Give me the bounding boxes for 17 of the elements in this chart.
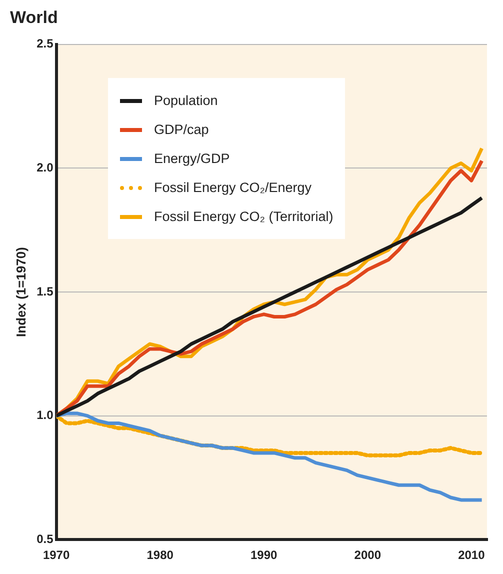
y-tick-label: 2.5 <box>36 36 54 51</box>
x-tick-label: 2000 <box>354 548 382 562</box>
legend-label: Fossil Energy CO₂ (Territorial) <box>154 209 334 224</box>
y-tick-label: 0.5 <box>36 532 54 546</box>
y-tick-label: 1.5 <box>36 284 54 298</box>
x-tick-label: 1970 <box>42 548 70 562</box>
x-tick-label: 1980 <box>146 548 174 562</box>
legend-label: Energy/GDP <box>154 151 230 166</box>
x-tick-label: 1990 <box>250 548 278 562</box>
x-tick-label: 2010 <box>458 548 486 562</box>
legend-label: GDP/cap <box>154 122 209 137</box>
y-tick-label: 2.0 <box>36 160 54 175</box>
y-tick-label: 1.0 <box>36 408 54 422</box>
y-axis-title: Index (1=1970) <box>13 247 28 337</box>
legend-label: Fossil Energy CO₂/Energy <box>154 180 312 195</box>
legend-label: Population <box>154 93 218 108</box>
chart-title: World <box>10 8 58 27</box>
